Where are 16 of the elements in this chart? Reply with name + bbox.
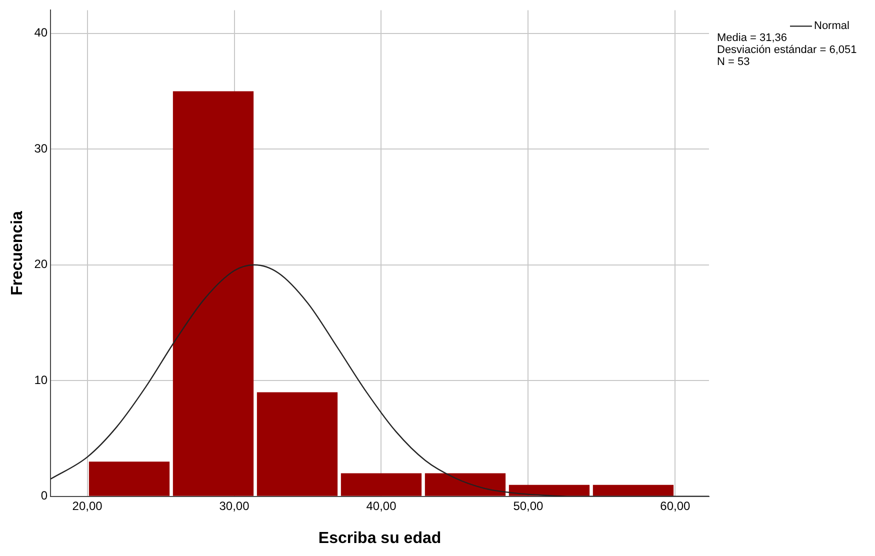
y-tick-label: 30: [34, 141, 48, 156]
x-tick-label: 50,00: [513, 498, 544, 513]
y-tick-label: 20: [34, 257, 48, 272]
x-tick-label: 30,00: [219, 498, 250, 513]
x-tick-label: 40,00: [366, 498, 397, 513]
y-axis-title: Frecuencia: [9, 210, 26, 296]
y-tick-label: 0: [40, 488, 48, 503]
x-tick-label: 20,00: [72, 498, 103, 513]
legend-label: Normal: [814, 20, 850, 32]
x-tick-label: 60,00: [660, 498, 691, 513]
text: Media = 31,36: [717, 32, 788, 44]
text: N = 53: [717, 56, 750, 68]
y-tick-label: 40: [34, 26, 48, 40]
text: Desviación estándar = 6,051: [717, 44, 857, 56]
x-axis-title: Escriba su edad: [318, 530, 442, 547]
y-tick-label: 10: [34, 372, 48, 387]
